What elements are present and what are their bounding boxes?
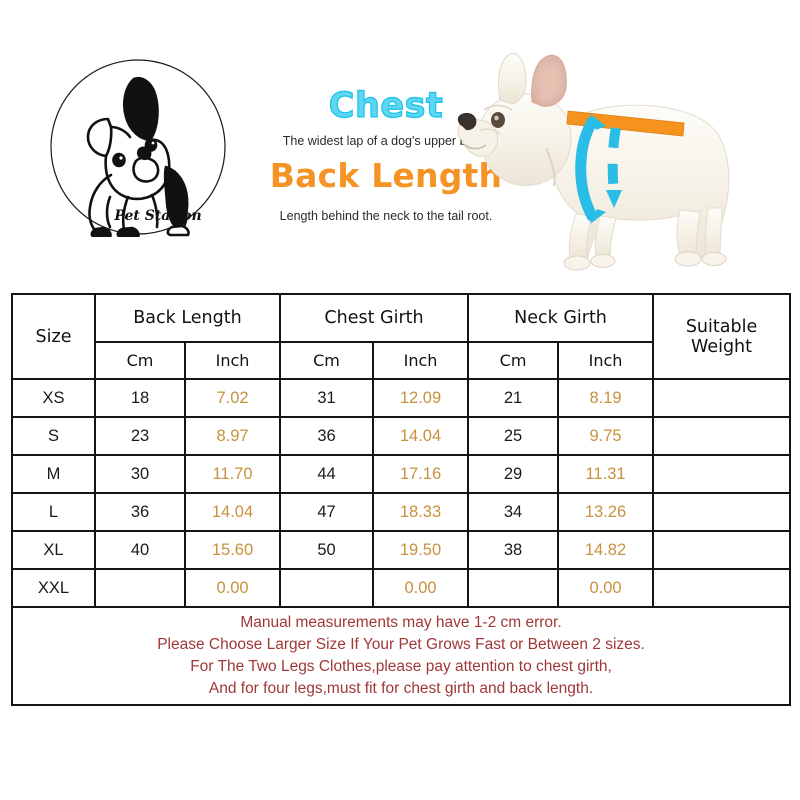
table-row: XS 18 7.02 31 12.09 21 8.19 <box>11 378 792 418</box>
cell-size: M <box>11 454 96 494</box>
chest-girth-dashed-icon <box>607 127 621 195</box>
cell-chest-cm: 36 <box>279 416 375 456</box>
cell-back-cm <box>94 568 186 608</box>
cell-suitable-weight <box>652 492 792 532</box>
column-header-size: Size <box>11 293 96 380</box>
cell-suitable-weight <box>652 568 792 608</box>
cell-neck-cm: 38 <box>467 530 560 570</box>
column-group-back-length: Back Length <box>93 293 282 343</box>
pet-station-logo-icon: Pet Station <box>50 59 226 237</box>
size-chart-table: Size Back Length Chest Girth Neck Girth … <box>10 293 792 706</box>
column-header-suitable-weight: Suitable Weight <box>652 293 792 380</box>
table-group-header-row: Size Back Length Chest Girth Neck Girth … <box>11 293 792 380</box>
cell-suitable-weight <box>652 454 792 494</box>
header-section: Pet Station Chest The widest lap of a do… <box>0 0 800 288</box>
cell-neck-inch: 8.19 <box>557 378 655 418</box>
cell-neck-cm <box>467 568 560 608</box>
cell-chest-cm: 44 <box>279 454 375 494</box>
cell-back-inch: 15.60 <box>183 530 282 570</box>
column-group-chest-girth: Chest Girth <box>279 293 470 343</box>
table-row: XXL 0.00 0.00 0.00 <box>11 568 792 608</box>
note-line: Please Choose Larger Size If Your Pet Gr… <box>157 636 645 653</box>
chest-description: The widest lap of a dog's upper body. <box>282 133 490 148</box>
unit-header-chest-inch: Inch <box>372 341 470 380</box>
cell-neck-cm: 25 <box>467 416 560 456</box>
unit-header-back-cm: Cm <box>94 341 186 380</box>
cell-chest-cm <box>279 568 375 608</box>
cell-back-cm: 23 <box>94 416 186 456</box>
cell-chest-cm: 47 <box>279 492 375 532</box>
table-row: L 36 14.04 47 18.33 34 13.26 <box>11 492 792 532</box>
cell-back-cm: 40 <box>94 530 186 570</box>
cell-neck-cm: 21 <box>467 378 560 418</box>
dog-photo-svg <box>457 52 730 271</box>
unit-header-chest-cm: Cm <box>279 341 375 380</box>
cell-chest-inch: 18.33 <box>372 492 470 532</box>
table-notes-row: Manual measurements may have 1-2 cm erro… <box>10 606 792 706</box>
cell-back-cm: 36 <box>94 492 186 532</box>
cell-neck-inch: 9.75 <box>557 416 655 456</box>
unit-header-neck-cm: Cm <box>467 341 560 380</box>
back-length-title: Back Length <box>269 155 503 195</box>
dog-illustration <box>440 44 800 294</box>
note-line: For The Two Legs Clothes,please pay atte… <box>190 658 612 675</box>
chest-title: Chest <box>328 86 444 126</box>
note-line: Manual measurements may have 1-2 cm erro… <box>240 614 562 631</box>
note-line: And for four legs,must fit for chest gir… <box>208 680 594 697</box>
cell-suitable-weight <box>652 378 792 418</box>
brand-logo: Pet Station <box>48 57 228 237</box>
unit-header-back-inch: Inch <box>183 341 282 380</box>
cell-chest-inch: 0.00 <box>372 568 470 608</box>
back-length-marker-icon <box>566 110 685 137</box>
table-unit-header-row: Cm Inch Cm Inch Cm Inch <box>12 341 790 380</box>
cell-chest-inch: 12.09 <box>372 378 470 418</box>
cell-chest-cm: 50 <box>279 530 375 570</box>
cell-size: XXL <box>11 568 96 608</box>
table-row: XL 40 15.60 50 19.50 38 14.82 <box>11 530 792 570</box>
cell-neck-inch: 13.26 <box>557 492 655 532</box>
cell-back-inch: 0.00 <box>183 568 282 608</box>
cell-neck-inch: 11.31 <box>557 454 655 494</box>
cell-chest-inch: 19.50 <box>372 530 470 570</box>
cell-neck-cm: 34 <box>467 492 560 532</box>
cell-size: XL <box>11 530 96 570</box>
column-group-neck-girth: Neck Girth <box>467 293 655 343</box>
cell-chest-inch: 14.04 <box>372 416 470 456</box>
chest-girth-marker-icon <box>575 116 598 222</box>
cell-neck-cm: 29 <box>467 454 560 494</box>
cell-back-cm: 18 <box>94 378 186 418</box>
back-length-description: Length behind the neck to the tail root. <box>279 209 493 224</box>
cell-suitable-weight <box>652 416 792 456</box>
cell-back-cm: 30 <box>94 454 186 494</box>
table-row: S 23 8.97 36 14.04 25 9.75 <box>11 416 792 456</box>
cell-size: XS <box>11 378 96 418</box>
cell-chest-inch: 17.16 <box>372 454 470 494</box>
cell-back-inch: 7.02 <box>183 378 282 418</box>
chest-girth-arrow-icon <box>590 114 606 224</box>
cell-chest-cm: 31 <box>279 378 375 418</box>
notes-container: Manual measurements may have 1-2 cm erro… <box>10 606 792 706</box>
unit-header-neck-inch: Inch <box>557 341 655 380</box>
cell-neck-inch: 0.00 <box>557 568 655 608</box>
chest-girth-dashed-arrow-icon <box>606 190 622 208</box>
measurement-legend: Chest The widest lap of a dog's upper bo… <box>250 86 522 224</box>
cell-back-inch: 8.97 <box>183 416 282 456</box>
cell-size: S <box>11 416 96 456</box>
cell-suitable-weight <box>652 530 792 570</box>
cell-back-inch: 14.04 <box>183 492 282 532</box>
cell-neck-inch: 14.82 <box>557 530 655 570</box>
cell-size: L <box>11 492 96 532</box>
logo-wordmark: Pet Station <box>113 208 201 224</box>
cell-back-inch: 11.70 <box>183 454 282 494</box>
table-row: M 30 11.70 44 17.16 29 11.31 <box>11 454 792 494</box>
